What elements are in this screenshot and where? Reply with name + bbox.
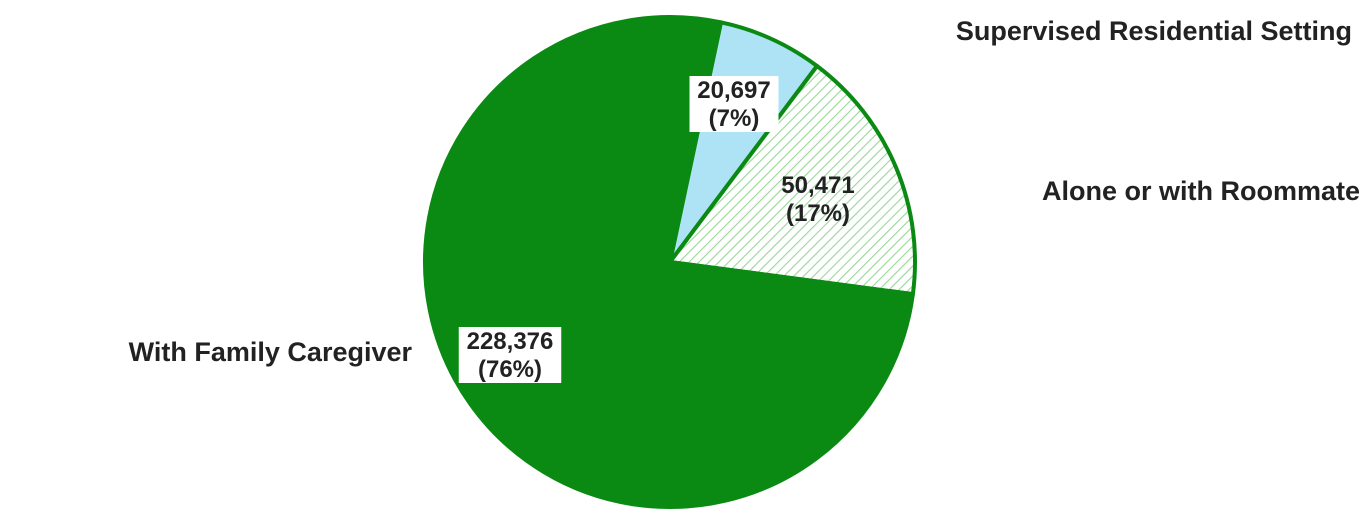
pie-slice-supervised-residential-setting (668, 20, 820, 264)
value-label-with-family-caregiver: 228,376 (467, 328, 554, 355)
percent-label-alone-or-with-roommate: (17%) (786, 200, 850, 227)
percent-label-supervised-residential-setting: (7%) (709, 105, 760, 132)
category-label-alone-or-with-roommate: Alone or with Roommate (1042, 176, 1360, 206)
category-label-supervised-residential-setting: Supervised Residential Setting (956, 16, 1352, 46)
value-label-alone-or-with-roommate: 50,471 (781, 172, 854, 199)
data-label-background (458, 327, 562, 383)
category-label-with-family-caregiver: With Family Caregiver (129, 337, 413, 367)
pie-slice-alone-or-with-roommate (668, 64, 917, 297)
pie-slice-with-family-caregiver (423, 15, 915, 509)
data-label-background (689, 76, 779, 132)
value-label-supervised-residential-setting: 20,697 (697, 77, 770, 104)
labels-layer: Supervised Residential Setting 20,697(7%)… (129, 16, 1360, 383)
slices-layer (423, 15, 917, 509)
percent-label-with-family-caregiver: (76%) (478, 356, 542, 383)
